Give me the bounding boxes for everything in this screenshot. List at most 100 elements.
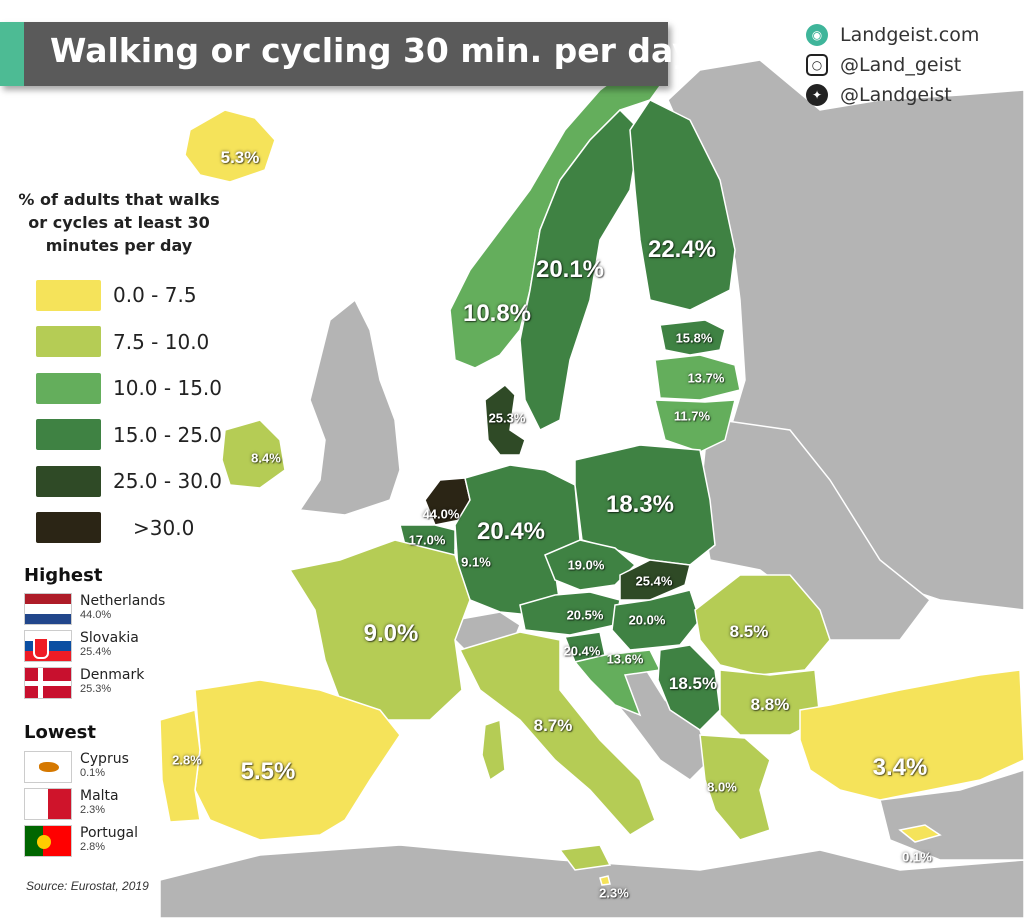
sweden-region (519, 108, 641, 432)
finland-region (629, 99, 736, 311)
rank-text: Portugal 2.8% (80, 825, 138, 853)
malta-region (599, 875, 611, 886)
rank-item: Netherlands 44.0% (24, 593, 165, 625)
country-value-label: 13.6% (606, 651, 644, 667)
rank-country-name: Slovakia (80, 630, 139, 646)
source-note: Source: Eurostat, 2019 (26, 879, 149, 893)
lowest-heading: Lowest (24, 722, 96, 743)
france-region (288, 539, 471, 721)
legend-item: 0.0 - 7.5 (36, 272, 222, 319)
legend-item: 15.0 - 25.0 (36, 412, 222, 459)
hungary-region (611, 589, 701, 651)
country-value-label: 8.5% (729, 622, 769, 641)
legend-label: 10.0 - 15.0 (113, 376, 222, 401)
portugal-region (159, 709, 201, 823)
rank-country-name: Denmark (80, 667, 145, 683)
social-links: ◉ Landgeist.com ○ @Land_geist ✦ @Landgei… (806, 20, 979, 110)
portugal-flag (24, 825, 72, 857)
twitter-label: @Landgeist (840, 84, 952, 106)
legend-item: 25.0 - 30.0 (36, 458, 222, 505)
legend: 0.0 - 7.5 7.5 - 10.0 10.0 - 15.0 15.0 - 25.… (36, 272, 222, 551)
country-value-label: 20.4% (476, 518, 546, 545)
legend-label: >30.0 (133, 515, 195, 540)
legend-item: >30.0 (36, 505, 222, 552)
data-countries (159, 59, 1024, 886)
cyprus-flag (24, 751, 72, 783)
rank-country-value: 25.4% (80, 646, 112, 658)
instagram-label: @Land_geist (840, 54, 962, 76)
legend-swatch (36, 372, 101, 404)
sicily-region (558, 844, 612, 871)
country-value-label: 3.4% (872, 754, 928, 781)
country-value-label: 25.4% (635, 573, 673, 589)
country-value-label: 0.1% (902, 849, 932, 865)
country-value-label: 25.3% (488, 410, 526, 426)
netherlands-flag (24, 593, 72, 625)
rank-country-value: 44.0% (80, 609, 112, 621)
rank-country-value: 25.3% (80, 683, 112, 695)
rank-country-name: Portugal (80, 825, 138, 841)
rank-item: Slovakia 25.4% (24, 630, 139, 662)
country-value-label: 5.3% (220, 148, 260, 167)
romania-region (694, 574, 831, 676)
denmark-region (484, 384, 526, 456)
rank-country-name: Netherlands (80, 593, 166, 609)
twitter-icon: ✦ (806, 84, 828, 106)
globe-icon: ◉ (806, 24, 828, 46)
turkey-region (799, 669, 1024, 801)
country-value-label: 10.8% (462, 300, 532, 327)
title-accent-stripe (0, 22, 24, 86)
rank-country-value: 0.1% (80, 767, 106, 779)
rank-country-value: 2.8% (80, 841, 106, 853)
rank-item: Portugal 2.8% (24, 825, 138, 857)
rank-country-name: Cyprus (80, 751, 129, 767)
country-value-label: 8.7% (533, 716, 573, 735)
rank-text: Slovakia 25.4% (80, 630, 139, 658)
legend-label: 15.0 - 25.0 (113, 422, 222, 447)
no-data-land (159, 59, 1024, 918)
rank-text: Malta 2.3% (80, 788, 119, 816)
rank-item: Malta 2.3% (24, 788, 119, 820)
instagram-icon: ○ (806, 54, 828, 76)
rank-country-name: Malta (80, 788, 119, 804)
legend-swatch (36, 512, 101, 544)
country-value-label: 5.5% (240, 758, 296, 785)
country-value-label: 17.0% (408, 532, 446, 548)
legend-swatch (36, 419, 101, 451)
slovakia-flag (24, 630, 72, 662)
country-value-label: 9.0% (363, 620, 419, 647)
site-label: Landgeist.com (840, 24, 980, 46)
country-value-label: 2.3% (599, 885, 629, 901)
map-title: Walking or cycling 30 min. per day (50, 31, 694, 70)
legend-label: 25.0 - 30.0 (113, 469, 222, 494)
lithuania-region (654, 399, 736, 453)
rank-text: Netherlands 44.0% (80, 593, 165, 621)
social-twitter[interactable]: ✦ @Landgeist (806, 80, 979, 110)
sardinia-region (481, 718, 506, 782)
highest-heading: Highest (24, 565, 103, 586)
country-value-label: 9.1% (461, 554, 491, 570)
estonia-region (659, 319, 726, 356)
legend-swatch (36, 465, 101, 497)
country-value-label: 20.0% (628, 612, 666, 628)
greece-region (699, 734, 771, 841)
country-value-label: 8.4% (251, 450, 281, 466)
country-value-label: 2.8% (172, 752, 202, 768)
country-value-label: 20.1% (535, 256, 605, 283)
social-instagram[interactable]: ○ @Land_geist (806, 50, 979, 80)
legend-swatch (36, 279, 101, 311)
legend-item: 10.0 - 15.0 (36, 365, 222, 412)
legend-item: 7.5 - 10.0 (36, 319, 222, 366)
country-value-label: 8.0% (707, 779, 737, 795)
country-value-label: 44.0% (422, 506, 460, 522)
country-value-label: 15.8% (675, 330, 713, 346)
latvia-region (654, 354, 741, 401)
legend-title: % of adults that walks or cycles at leas… (18, 190, 220, 255)
north-africa-region (159, 844, 1024, 918)
country-value-label: 20.4% (563, 643, 601, 659)
croatia-region (573, 649, 662, 717)
legend-label: 0.0 - 7.5 (113, 283, 197, 308)
social-site[interactable]: ◉ Landgeist.com (806, 20, 979, 50)
denmark-flag (24, 667, 72, 699)
